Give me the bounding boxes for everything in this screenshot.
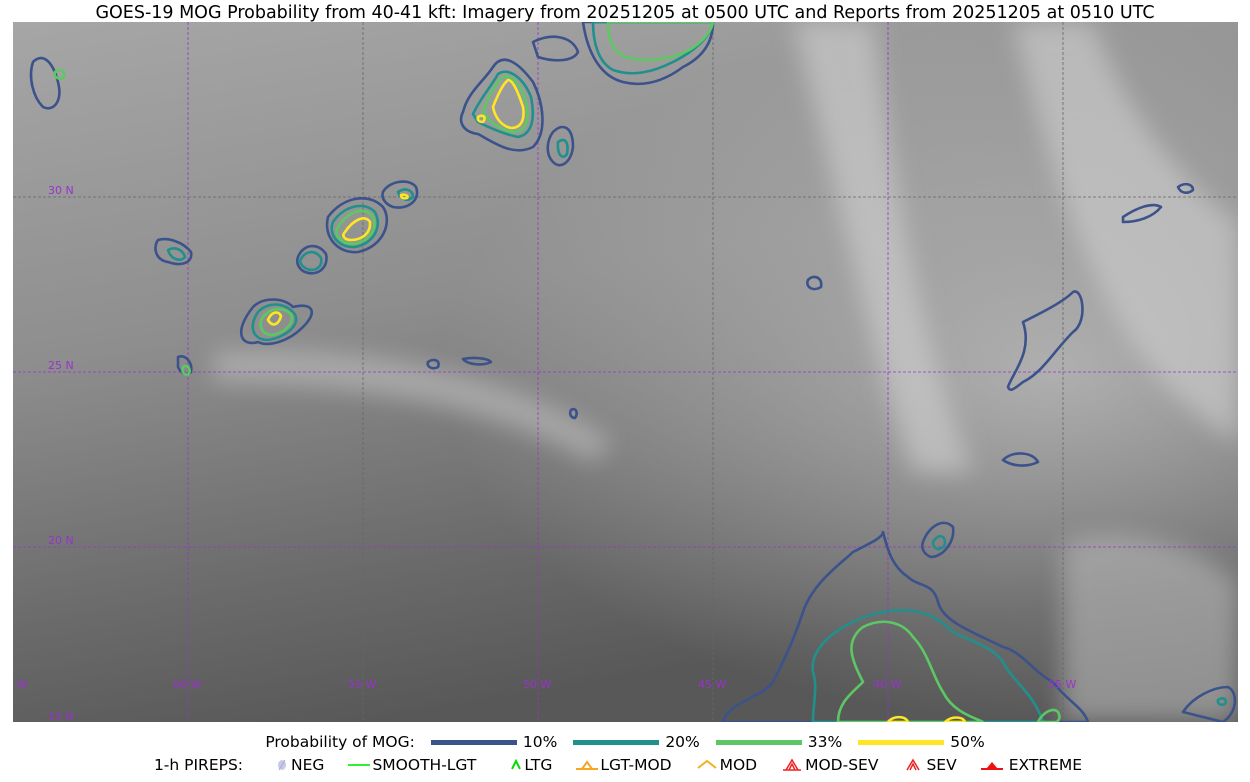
x-tick-40w: 40 W [873,678,901,691]
neg-icon [278,759,287,771]
x-tick-55w: 55 W [348,678,376,691]
x-tick-65w: 65 W [13,678,27,691]
mod-sev-double-caret-bar-icon [783,758,802,771]
smooth-lgt-line-icon [348,764,371,766]
level-33pct: 33% [807,733,843,751]
y-tick-20n: 20 N [48,534,74,547]
cloud-streaks [213,22,1238,722]
x-tick-45w: 45 W [698,678,726,691]
pirep-extreme: EXTREME [1008,756,1083,774]
level-20pct: 20% [665,733,700,751]
contour-50pct [266,78,967,722]
level-10pct: 10% [522,733,558,751]
swatch-10pct [430,739,517,745]
chart-title: GOES-19 MOG Probability from 40-41 kft: … [95,3,1155,23]
grid-lines [13,22,1238,722]
x-tick-50w: 50 W [523,678,551,691]
pirep-ltg: LTG [524,756,553,774]
mod-caret-icon [696,759,717,769]
pirep-sev: SEV [926,756,957,774]
pireps-legend-title: 1-h PIREPS: [153,756,244,774]
lgt-mod-caret-bar-icon [576,760,599,770]
pirep-lgt-mod: LGT-MOD [600,756,672,774]
pirep-smooth-lgt: SMOOTH-LGT [372,756,477,774]
contour-10pct [29,22,1237,722]
y-tick-25n: 25 N [48,359,74,372]
pireps-legend: 1-h PIREPS: NEG SMOOTH-LGT LTG LGT-MOD M… [0,756,1250,774]
x-tick-60w: 60 W [173,678,201,691]
swatch-50pct [858,739,945,745]
level-50pct: 50% [950,733,985,751]
swatch-20pct [573,739,660,745]
y-tick-15n: 15 N [48,710,74,722]
extreme-filled-triangle-icon [980,762,1003,770]
pirep-mod-sev: MOD-SEV [805,756,879,774]
ltg-caret-icon [511,758,522,770]
pirep-mod: MOD [719,756,758,774]
mog-legend-title: Probability of MOG: [265,733,415,751]
pirep-neg: NEG [291,756,325,774]
sev-double-caret-icon [906,758,921,771]
map-plot: 65 W 60 W 55 W 50 W 45 W 40 W 35 W 30 N … [13,22,1238,722]
contour-33pct [53,22,1061,722]
axis-labels: 65 W 60 W 55 W 50 W 45 W 40 W 35 W 30 N … [13,184,1076,722]
y-tick-30n: 30 N [48,184,74,197]
x-tick-35w: 35 W [1048,678,1076,691]
swatch-33pct [715,739,802,745]
contours [29,22,1237,722]
mog-legend: Probability of MOG: 10% 20% 33% 50% [0,733,1250,751]
